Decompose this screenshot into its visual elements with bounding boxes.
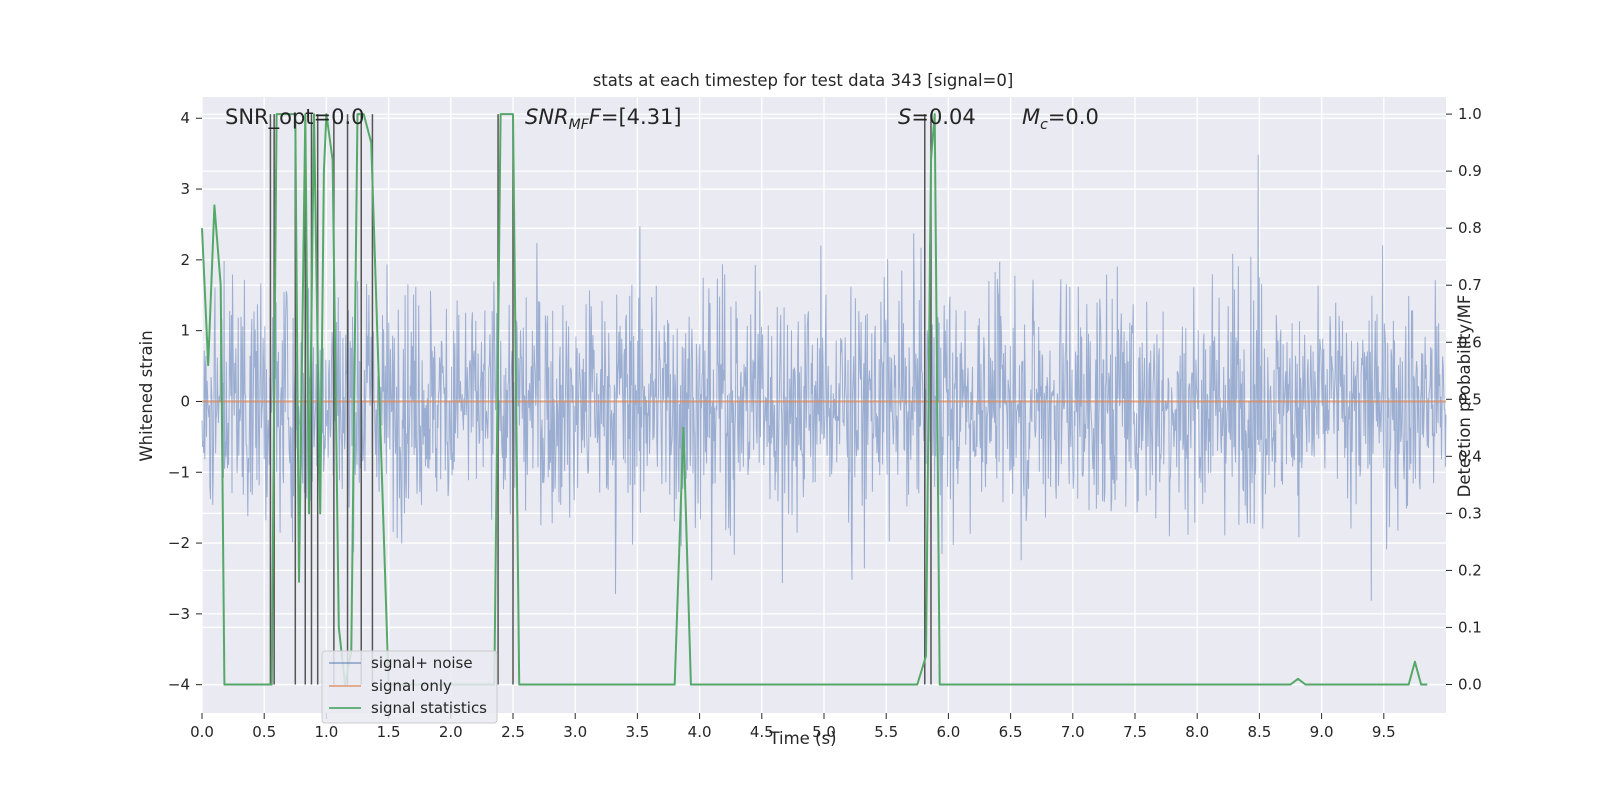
legend-label-signal-statistics: signal statistics bbox=[371, 699, 487, 717]
y-left-tick-label-4: 0 bbox=[180, 392, 190, 410]
signal-statistics-line bbox=[201, 113, 1428, 686]
x-tick-label-19: 9.5 bbox=[1372, 723, 1396, 741]
legend-box bbox=[321, 650, 498, 724]
y-left-tick-label-1: 3 bbox=[180, 180, 190, 198]
chart-title: stats at each timestep for test data 343… bbox=[593, 71, 1014, 90]
y-axis-right-ticks: 1.0 0.9 0.8 0.7 0.6 0.5 0.4 0.3 0.2 0.1 0.0 bbox=[1446, 105, 1482, 693]
x-tick-label-0: 0.0 bbox=[190, 723, 214, 741]
y-left-tick-label-5: −1 bbox=[168, 463, 190, 481]
annotation-mc: Mc=0.0 bbox=[1022, 105, 1099, 133]
x-tick-label-9: 4.5 bbox=[750, 723, 774, 741]
y-left-tick-label-6: −2 bbox=[168, 534, 190, 552]
legend-label-signal-only: signal only bbox=[371, 677, 452, 695]
y-right-tick-label-0: 1.0 bbox=[1458, 105, 1482, 123]
x-tick-label-13: 6.5 bbox=[999, 723, 1023, 741]
y-right-tick-label-5: 0.5 bbox=[1458, 390, 1482, 408]
y-right-tick-label-1: 0.9 bbox=[1458, 162, 1482, 180]
y-right-tick-label-7: 0.3 bbox=[1458, 504, 1482, 522]
y-axis-left-label: Whitened strain bbox=[137, 330, 156, 461]
y-axis-left-ticks: 4 3 2 1 0 −1 −2 −3 −4 bbox=[168, 109, 202, 694]
annotation-snr-opt: SNR_opt=0.0 bbox=[225, 105, 365, 130]
annotation-snr-mf-value: =[4.31] bbox=[601, 105, 682, 129]
annotation-snr-mf-f: F bbox=[589, 105, 602, 129]
x-axis-label: Time (s) bbox=[768, 729, 836, 748]
signal-noise-line bbox=[201, 154, 1447, 601]
annotation-s-main: S bbox=[898, 105, 911, 129]
x-tick-label-2: 1.0 bbox=[314, 723, 338, 741]
signal-statistics-series bbox=[201, 113, 1428, 686]
x-tick-label-18: 9.0 bbox=[1310, 723, 1334, 741]
x-tick-label-16: 8.0 bbox=[1185, 723, 1209, 741]
x-tick-label-5: 2.5 bbox=[501, 723, 525, 741]
y-left-tick-label-8: −4 bbox=[168, 676, 190, 694]
annotation-s: S=0.04 bbox=[898, 105, 976, 129]
x-tick-label-11: 5.5 bbox=[874, 723, 898, 741]
x-tick-label-15: 7.5 bbox=[1123, 723, 1147, 741]
x-tick-label-4: 2.0 bbox=[439, 723, 463, 741]
signal-noise-series bbox=[201, 154, 1447, 601]
y-right-tick-label-9: 0.1 bbox=[1458, 618, 1482, 636]
x-axis-ticks: 0.0 0.5 1.0 1.5 2.0 2.5 3.0 3.5 4.0 4.5 5.0 5.5 6.0 6… bbox=[190, 713, 1396, 741]
y-right-tick-label-2: 0.8 bbox=[1458, 219, 1482, 237]
y-right-tick-label-10: 0.0 bbox=[1458, 675, 1482, 693]
x-tick-label-12: 6.0 bbox=[936, 723, 960, 741]
x-tick-label-3: 1.5 bbox=[377, 723, 401, 741]
annotation-snr-mf-sub: MF bbox=[569, 117, 590, 133]
x-tick-label-10: 5.0 bbox=[812, 723, 836, 741]
y-right-tick-label-4: 0.6 bbox=[1458, 333, 1482, 351]
y-axis-right-label: Detection probability/MF bbox=[1455, 295, 1474, 498]
x-tick-label-14: 7.0 bbox=[1061, 723, 1085, 741]
annotation-mc-value: =0.0 bbox=[1048, 105, 1099, 129]
x-tick-label-8: 4.0 bbox=[688, 723, 712, 741]
annotation-mc-sub: c bbox=[1040, 117, 1048, 133]
y-right-tick-label-6: 0.4 bbox=[1458, 447, 1482, 465]
annotation-snr-mf-main: SNR bbox=[525, 105, 569, 129]
x-tick-label-6: 3.0 bbox=[563, 723, 587, 741]
y-right-tick-label-3: 0.7 bbox=[1458, 276, 1482, 294]
y-left-tick-label-7: −3 bbox=[168, 605, 190, 623]
legend: signal+ noise signal only signal statist… bbox=[321, 650, 498, 724]
annotation-s-value: =0.04 bbox=[911, 105, 975, 129]
y-right-tick-label-8: 0.2 bbox=[1458, 561, 1482, 579]
y-left-tick-label-2: 2 bbox=[180, 251, 190, 269]
x-tick-label-7: 3.5 bbox=[625, 723, 649, 741]
y-left-tick-label-3: 1 bbox=[180, 322, 190, 340]
annotation-mc-main: M bbox=[1022, 105, 1040, 129]
annotation-snr-mf: SNRMFF=[4.31] bbox=[525, 105, 682, 133]
x-tick-label-1: 0.5 bbox=[252, 723, 276, 741]
y-left-tick-label-0: 4 bbox=[180, 109, 190, 127]
legend-label-signal-noise: signal+ noise bbox=[371, 654, 473, 672]
x-tick-label-17: 8.5 bbox=[1247, 723, 1271, 741]
